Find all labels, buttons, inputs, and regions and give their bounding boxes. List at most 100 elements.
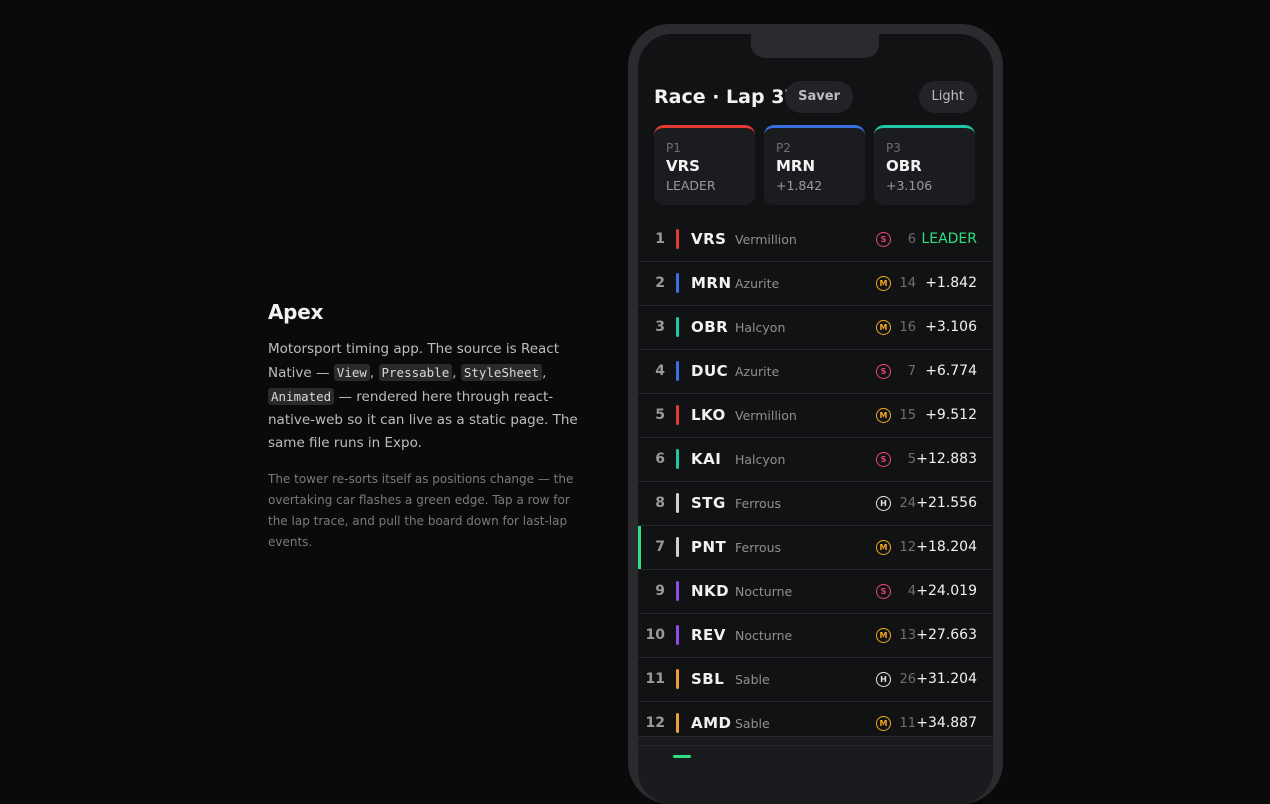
timing-row[interactable]: 4 DUC Azurite S 7 +6.774 [638, 350, 993, 394]
gap: +18.204 [916, 539, 977, 555]
gap: LEADER [921, 231, 977, 247]
team-color-bar [676, 229, 679, 249]
podium-card: P2 MRN +1.842 [764, 125, 865, 205]
tyre-compound: M [876, 628, 891, 643]
timing-row[interactable]: 11 SBL Sable H 26 +31.204 [638, 658, 993, 702]
tyre-compound: M [876, 540, 891, 555]
header-button[interactable]: Saver [785, 81, 853, 113]
timing-row[interactable]: 5 LKO Vermillion M 15 +9.512 [638, 394, 993, 438]
tyre-compound: M [876, 716, 891, 731]
podium-position: P1 [666, 141, 681, 155]
position: 2 [655, 275, 665, 291]
text-run: — rendered here through react-native-web… [268, 389, 578, 451]
tyre-laps: 26 [899, 672, 916, 687]
timing-row[interactable]: 10 REV Nocturne M 13 +27.663 [638, 614, 993, 658]
tyre-compound: S [876, 452, 891, 467]
tab-bar [638, 736, 993, 804]
timing-row[interactable]: 7 PNT Ferrous M 12 +18.204 [638, 526, 993, 570]
podium-card: P1 VRS LEADER [654, 125, 755, 205]
tyre-compound: M [876, 276, 891, 291]
tyre-compound: M [876, 408, 891, 423]
tyre-laps: 13 [899, 628, 916, 643]
intro: Apex Motorsport timing app. The source i… [268, 300, 580, 553]
tyre-laps: 16 [899, 320, 916, 335]
team-color-bar [676, 405, 679, 425]
team-name: Ferrous [735, 540, 782, 555]
tyre-laps: 12 [899, 540, 916, 555]
position: 7 [655, 539, 665, 555]
podium-position: P2 [776, 141, 791, 155]
podium-position: P3 [886, 141, 901, 155]
team-name: Sable [735, 672, 770, 687]
team-name: Azurite [735, 276, 780, 291]
overtake-flash [638, 526, 641, 569]
position: 4 [655, 363, 665, 379]
position: 11 [645, 671, 665, 687]
team-color-bar [676, 317, 679, 337]
intro-title: Apex [268, 300, 324, 324]
team-name: Halcyon [735, 320, 786, 335]
position: 6 [655, 451, 665, 467]
podium-gap: LEADER [666, 178, 716, 193]
code-token: StyleSheet [460, 364, 543, 381]
gap: +34.887 [916, 715, 977, 731]
team-name: Azurite [735, 364, 780, 379]
driver-code: LKO [691, 406, 726, 424]
tyre-compound: S [876, 364, 891, 379]
timing-row[interactable]: 1 VRS Vermillion S 6 LEADER [638, 218, 993, 262]
team-color-bar [676, 669, 679, 689]
position: 9 [655, 583, 665, 599]
podium-code: MRN [776, 157, 816, 175]
driver-code: SBL [691, 670, 725, 688]
team-color-bar [676, 449, 679, 469]
team-color-bar [676, 361, 679, 381]
position: 8 [655, 495, 665, 511]
driver-code: PNT [691, 538, 727, 556]
driver-code: STG [691, 494, 726, 512]
code-token: Pressable [378, 364, 453, 381]
tyre-compound: H [876, 672, 891, 687]
text-run: , [542, 365, 547, 381]
team-color-bar [676, 713, 679, 733]
tyre-laps: 4 [907, 584, 916, 599]
timing-row[interactable]: 8 STG Ferrous H 24 +21.556 [638, 482, 993, 526]
gap: +31.204 [916, 671, 977, 687]
driver-code: NKD [691, 582, 730, 600]
podium-code: VRS [666, 157, 700, 175]
team-color-bar [676, 625, 679, 645]
timing-row[interactable]: 3 OBR Halcyon M 16 +3.106 [638, 306, 993, 350]
tyre-compound: S [876, 232, 891, 247]
code-token: View [333, 364, 370, 381]
gap: +24.019 [916, 583, 977, 599]
intro-note: The tower re-sorts itself as positions c… [268, 472, 574, 549]
tyre-laps: 7 [907, 364, 916, 379]
podium-card: P3 OBR +3.106 [874, 125, 975, 205]
tyre-laps: 5 [907, 452, 916, 467]
timing-row[interactable]: 2 MRN Azurite M 14 +1.842 [638, 262, 993, 306]
gap: +1.842 [925, 275, 977, 291]
tyre-compound: M [876, 320, 891, 335]
phone-frame: Race · Lap 37/57 Saver Light P1 VRS LEADER P2… [628, 24, 1003, 804]
tyre-laps: 15 [899, 408, 916, 423]
team-name: Ferrous [735, 496, 782, 511]
header-button[interactable]: Light [918, 81, 977, 113]
team-name: Sable [735, 716, 770, 731]
timing-row[interactable]: 9 NKD Nocturne S 4 +24.019 [638, 570, 993, 614]
driver-code: MRN [691, 274, 732, 292]
driver-code: AMD [691, 714, 732, 732]
team-color-bar [676, 581, 679, 601]
podium-code: OBR [886, 157, 922, 175]
intro-paragraph: Motorsport timing app. The source is Rea… [268, 338, 580, 455]
page: Apex Motorsport timing app. The source i… [268, 24, 1003, 804]
tyre-compound: H [876, 496, 891, 511]
timing-row[interactable]: 12 AMD Sable M 11 +34.887 [638, 702, 993, 746]
tab-indicator [673, 755, 691, 758]
text-run: Motorsport timing app. The source is Rea… [268, 341, 560, 381]
tyre-compound: S [876, 584, 891, 599]
text-run: , [369, 365, 379, 381]
timing-row[interactable]: 6 KAI Halcyon S 5 +12.883 [638, 438, 993, 482]
position: 3 [655, 319, 665, 335]
position: 5 [655, 407, 665, 423]
team-name: Nocturne [735, 628, 793, 643]
tyre-laps: 6 [907, 232, 916, 247]
